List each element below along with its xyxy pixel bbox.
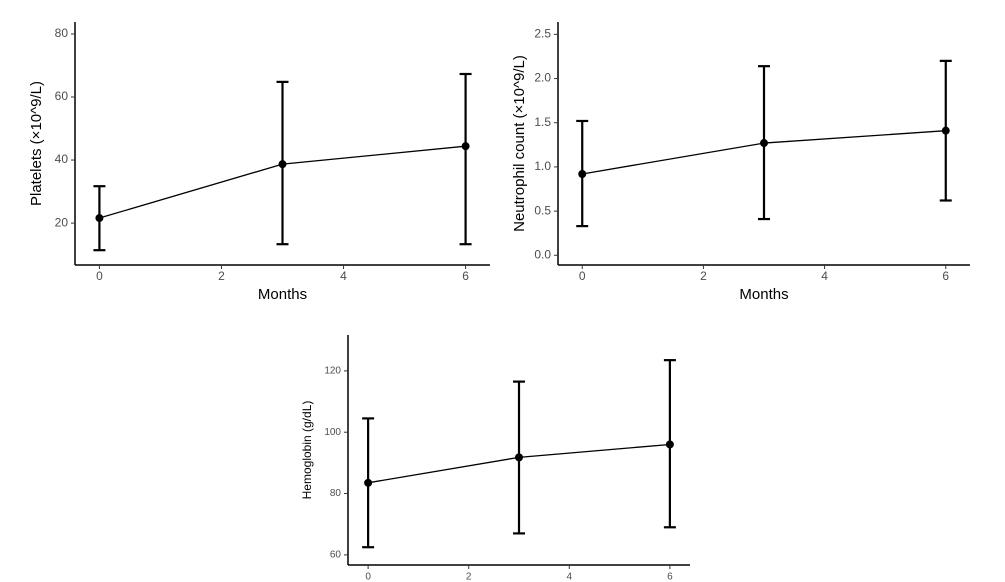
x-tick-label: 6	[942, 269, 949, 283]
y-axis-title: Neutrophil count (×10^9/L)	[511, 55, 528, 232]
data-point	[95, 214, 104, 223]
x-tick-label: 0	[579, 269, 586, 283]
y-tick-label: 2.5	[534, 27, 551, 41]
y-tick-label: 40	[55, 152, 69, 166]
x-tick-label: 6	[462, 269, 469, 283]
y-axis-title: Platelets (×10^9/L)	[28, 81, 45, 206]
y-tick-label: 1.0	[534, 159, 551, 173]
data-point	[578, 169, 587, 178]
x-tick-label: 2	[466, 572, 472, 582]
data-point	[665, 440, 674, 449]
x-tick-label: 4	[821, 269, 828, 283]
y-tick-label: 120	[324, 366, 341, 377]
x-tick-label: 2	[218, 269, 225, 283]
x-tick-label: 4	[567, 572, 573, 582]
x-tick-label: 2	[700, 269, 707, 283]
y-tick-label: 0.5	[534, 203, 551, 217]
y-axis-title: Hemoglobin (g/dL)	[300, 401, 314, 500]
data-point	[364, 478, 373, 487]
data-point	[461, 142, 470, 151]
x-axis-title: Months	[739, 286, 788, 303]
data-point	[515, 453, 523, 462]
y-tick-label: 60	[55, 89, 69, 103]
data-point	[760, 139, 768, 148]
x-tick-label: 0	[96, 269, 103, 283]
x-axis-title: Months	[258, 286, 307, 303]
data-point	[941, 126, 950, 135]
y-tick-label: 0.0	[534, 247, 551, 261]
y-tick-label: 80	[55, 26, 69, 40]
y-tick-label: 2.0	[534, 71, 551, 85]
y-tick-label: 80	[330, 488, 342, 499]
data-point	[278, 160, 287, 169]
x-tick-label: 4	[340, 269, 347, 283]
y-tick-label: 20	[55, 215, 69, 229]
x-tick-label: 0	[365, 572, 371, 582]
y-tick-label: 60	[330, 550, 342, 561]
y-tick-label: 1.5	[534, 115, 551, 129]
x-tick-label: 6	[667, 572, 673, 582]
y-tick-label: 100	[324, 427, 341, 438]
